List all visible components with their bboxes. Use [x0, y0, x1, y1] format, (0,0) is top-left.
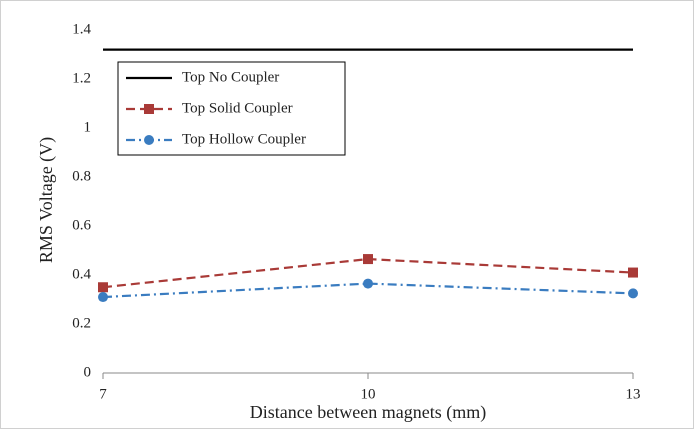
y-tick-label: 1.4: [72, 21, 91, 37]
marker: [363, 254, 373, 265]
marker: [98, 292, 108, 303]
legend-label: Top Solid Coupler: [182, 100, 293, 116]
y-tick-label: 0.6: [72, 217, 91, 233]
y-tick-label: 0.8: [72, 168, 91, 184]
x-tick-label: 7: [99, 386, 107, 402]
y-tick-label: 0: [84, 364, 92, 380]
marker: [628, 267, 638, 278]
y-tick-label: 0.4: [72, 266, 91, 282]
marker: [363, 278, 373, 289]
x-tick-label: 10: [361, 386, 376, 402]
x-tick-label: 13: [626, 386, 641, 402]
marker: [628, 288, 638, 299]
legend-marker: [144, 135, 154, 145]
y-tick-label: 1: [84, 119, 92, 135]
legend-marker: [144, 104, 154, 114]
series-line: [102, 282, 634, 299]
y-tick-label: 1.2: [72, 70, 91, 86]
x-axis-label: Distance between magnets (mm): [250, 402, 486, 423]
legend-label: Top Hollow Coupler: [182, 131, 306, 147]
y-axis-label: RMS Voltage (V): [36, 137, 57, 263]
y-tick-label: 0.2: [72, 315, 91, 331]
marker: [98, 282, 108, 293]
legend-label: Top No Coupler: [182, 69, 279, 85]
